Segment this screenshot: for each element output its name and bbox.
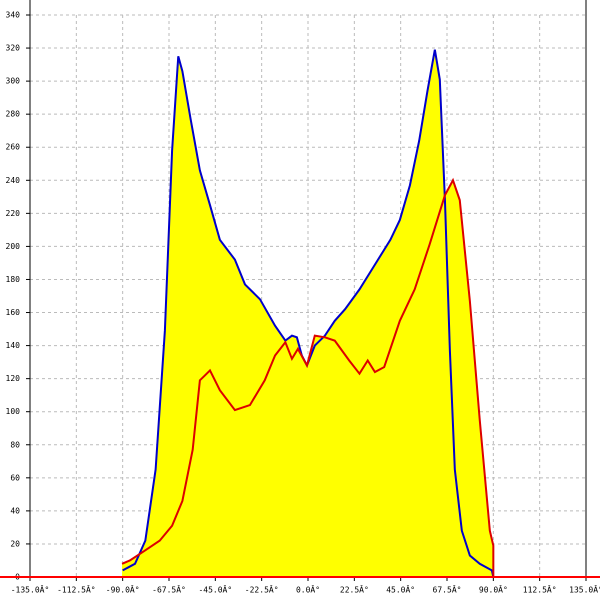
x-tick-label: -45.0Â° [198,584,232,595]
series-line [121,177,495,577]
y-tick-label: 80 [10,440,20,449]
y-tick-label: 20 [10,539,20,548]
x-tick-label: 135.0Â° [569,584,600,595]
y-tick-label: 100 [6,407,21,416]
y-tick-label: 140 [6,341,21,350]
x-tick-label: -22.5Â° [245,584,279,595]
x-tick-label: 67.5Â° [433,584,462,595]
y-tick-label: 60 [10,473,20,482]
y-tick-label: 260 [6,143,21,152]
y-tick-label: 280 [6,110,21,119]
y-tick-label: 300 [6,77,21,86]
y-tick-label: 160 [6,308,21,317]
x-tick-label: 0.0Â° [296,584,320,595]
y-tick-label: 200 [6,242,21,251]
y-tick-label: 180 [6,275,21,284]
x-tick-label: 22.5Â° [340,584,369,595]
y-tick-label: 40 [10,506,20,515]
y-tick-label: 120 [6,374,21,383]
y-tick-label: 340 [6,11,21,20]
x-tick-label: 90.0Â° [479,584,508,595]
x-tick-label: -112.5Â° [57,584,96,595]
x-tick-label: -90.0Â° [106,584,140,595]
x-tick-label: 45.0Â° [386,584,415,595]
y-tick-label: 240 [6,176,21,185]
x-tick-label: -67.5Â° [152,584,186,595]
x-tick-label: 112.5Â° [523,584,557,595]
area-fill [122,180,494,577]
y-tick-label: 320 [6,44,21,53]
x-tick-label: -135.0Â° [11,584,50,595]
y-tick-label: 220 [6,209,21,218]
series-line [122,49,495,578]
